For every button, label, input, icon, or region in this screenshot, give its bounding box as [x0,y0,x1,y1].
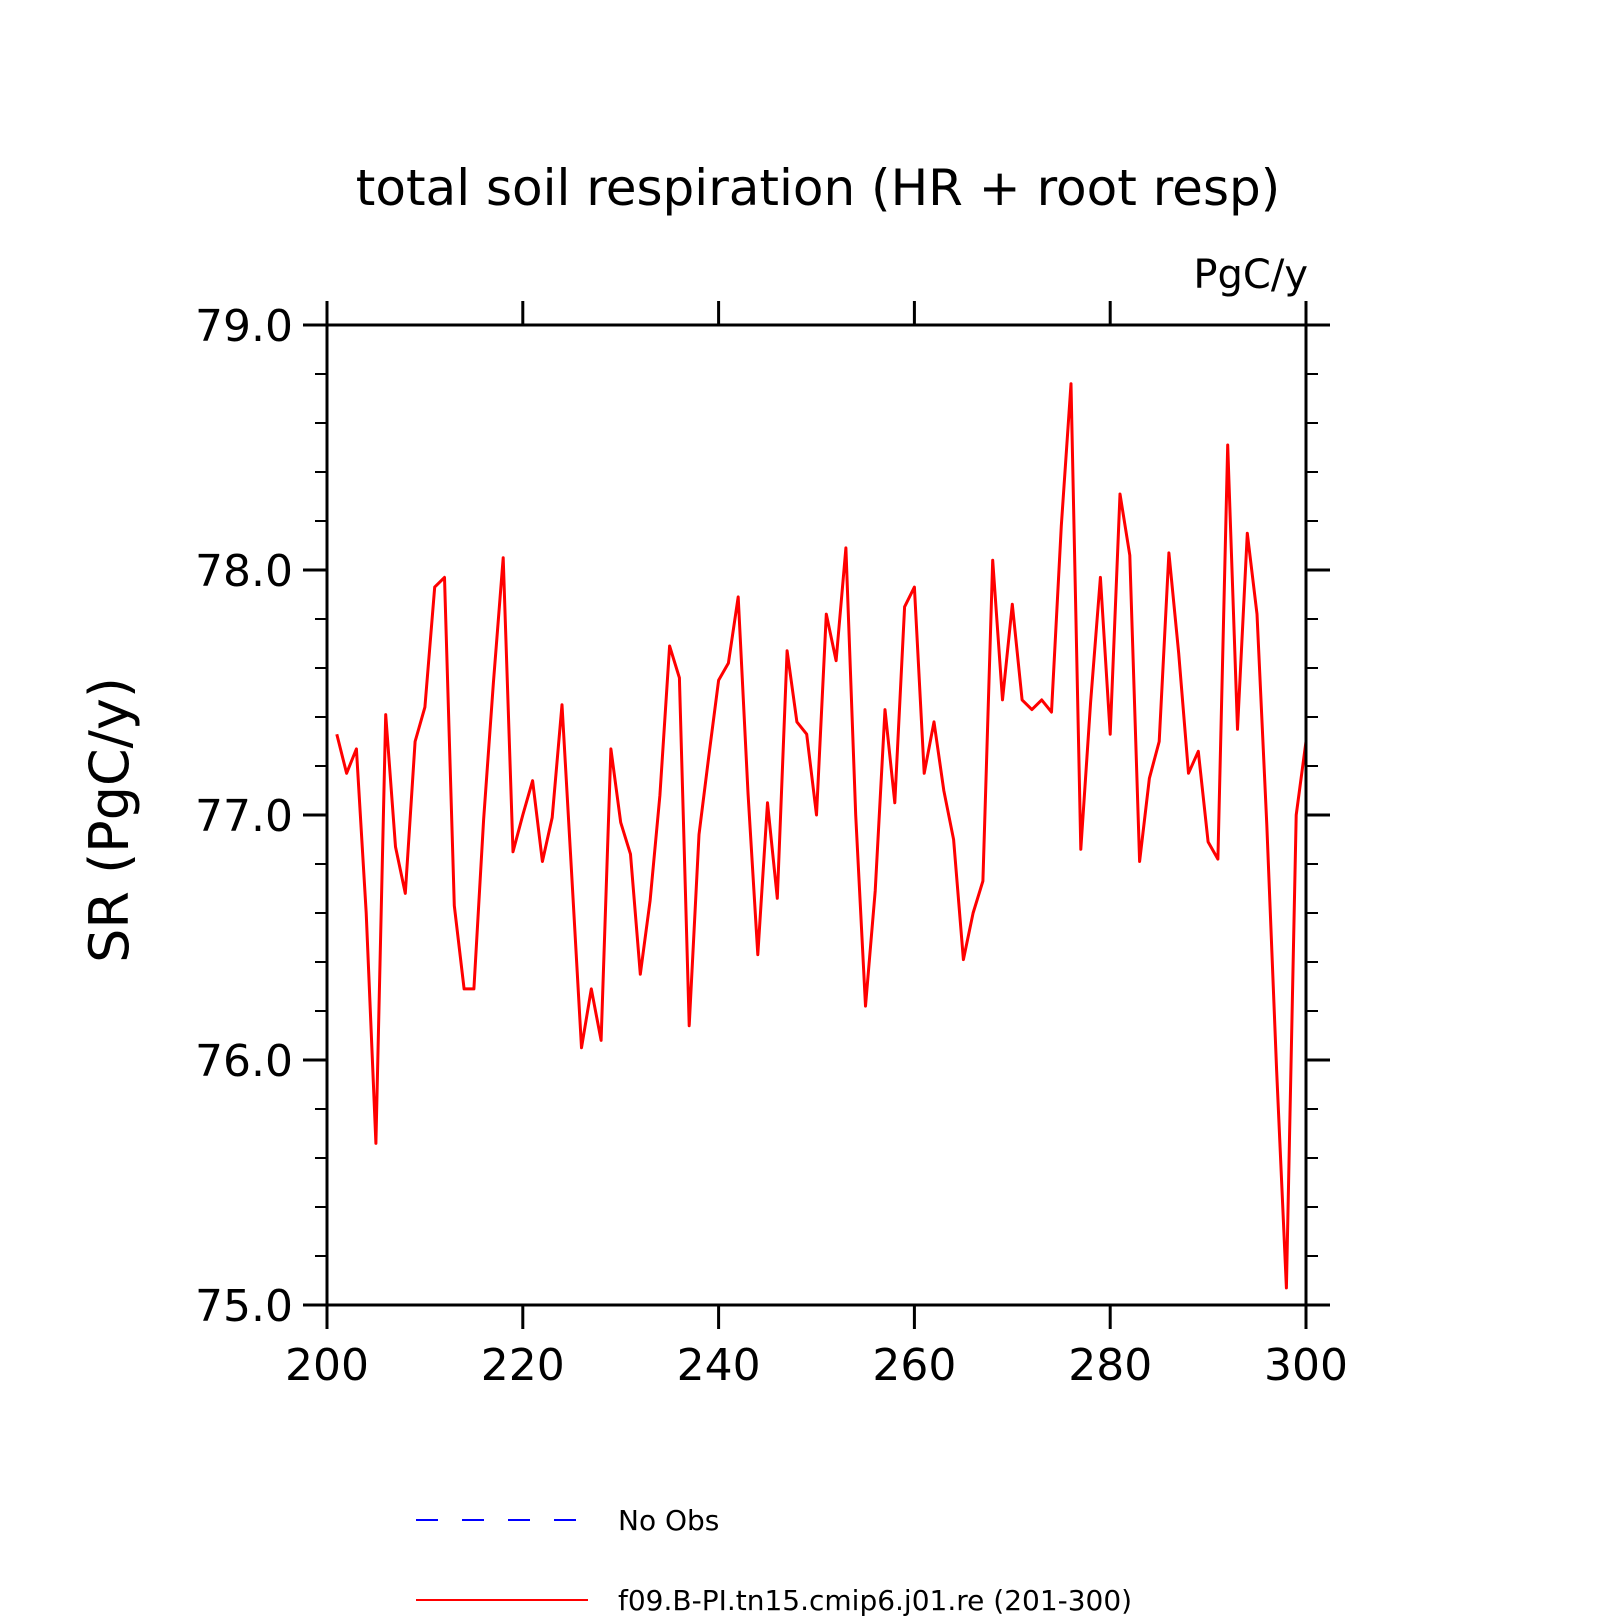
units-label: PgC/y [1193,252,1308,298]
legend-label-no-obs: No Obs [618,1504,719,1537]
x-tick-label: 280 [1068,1340,1152,1391]
x-tick-label: 200 [285,1340,369,1391]
x-tick-label: 240 [677,1340,761,1391]
legend: No Obs f09.B-PI.tn15.cmip6.j01.re (201-3… [416,1504,1132,1617]
x-tick-labels: 200 220 240 260 280 300 [285,1340,1348,1391]
y-axis-label: SR (PgC/y) [78,677,141,963]
y-tick-label: 77.0 [195,791,293,842]
y-tick-label: 75.0 [195,1281,293,1332]
series-layer [335,382,1308,1290]
y-tick-label: 78.0 [195,546,293,597]
x-tick-label: 260 [872,1340,956,1391]
y-tick-labels: 75.0 76.0 77.0 78.0 79.0 [195,301,293,1332]
y-tick-label: 79.0 [195,301,293,352]
legend-label-model: f09.B-PI.tn15.cmip6.j01.re (201-300) [618,1584,1132,1617]
plot-frame [325,323,1308,1307]
series-line [335,382,1308,1290]
y-tick-label: 76.0 [195,1036,293,1087]
x-tick-label: 300 [1264,1340,1348,1391]
x-tick-label: 220 [481,1340,565,1391]
axis-ticks [303,301,1330,1329]
chart-title: total soil respiration (HR + root resp) [356,159,1281,217]
